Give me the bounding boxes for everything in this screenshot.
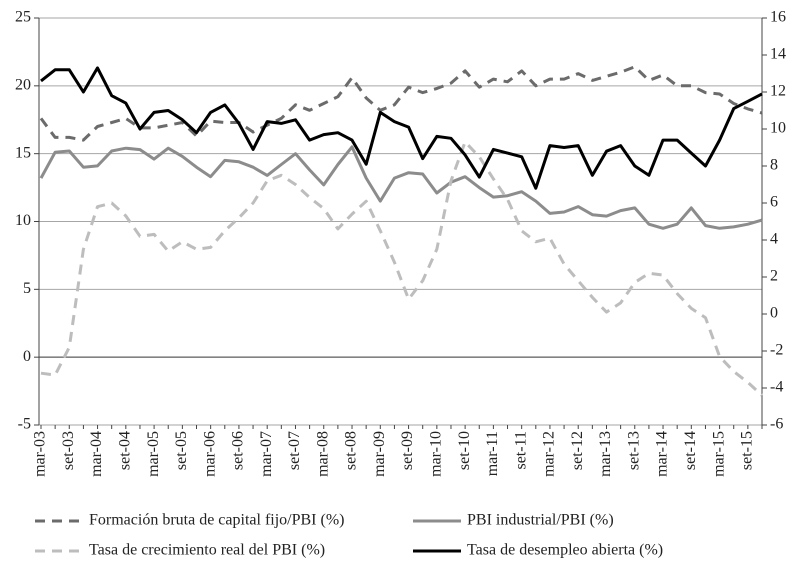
- y2-tick-label: 2: [770, 268, 778, 285]
- series-line: [40, 140, 764, 397]
- x-tick-label: set-14: [682, 431, 699, 470]
- x-tick-label: mar-06: [201, 431, 218, 477]
- x-tick-label: set-08: [343, 431, 360, 470]
- x-tick-label: set-10: [456, 431, 473, 470]
- x-tick-label: set-06: [230, 431, 247, 470]
- x-tick-label: mar-05: [145, 431, 162, 477]
- y2-tick-label: -2: [770, 342, 783, 359]
- legend-label: Tasa de desempleo abierta (%): [467, 542, 663, 559]
- x-tick-label: mar-12: [541, 431, 558, 477]
- legend-label: PBI industrial/PBI (%): [467, 512, 614, 529]
- y-tick-label: 15: [15, 144, 31, 161]
- x-tick-label: set-03: [60, 431, 77, 470]
- x-tick-label: mar-10: [428, 431, 445, 477]
- x-tick-label: set-13: [625, 431, 642, 470]
- x-tick-label: mar-03: [32, 431, 49, 477]
- legend-label: Tasa de crecimiento real del PBI (%): [89, 542, 325, 559]
- y2-tick-label: 16: [770, 9, 786, 26]
- y-tick-label: -5: [18, 416, 31, 433]
- x-tick-label: mar-08: [314, 431, 331, 477]
- y2-tick-label: 4: [770, 231, 778, 248]
- x-tick-label: set-05: [173, 431, 190, 470]
- x-tick-label: mar-14: [654, 431, 671, 477]
- x-tick-label: set-04: [116, 431, 133, 470]
- y-tick-label: 5: [23, 280, 31, 297]
- x-tick-label: set-07: [286, 431, 303, 470]
- x-tick-label: mar-13: [597, 431, 614, 477]
- series-line: [39, 145, 763, 230]
- y2-tick-label: 14: [770, 46, 786, 63]
- x-tick-label: set-12: [569, 431, 586, 470]
- legend-label: Formación bruta de capital fijo/PBI (%): [89, 512, 344, 529]
- series-line: [40, 66, 763, 190]
- y2-tick-label: 10: [770, 120, 786, 137]
- y-tick-label: 10: [15, 212, 31, 229]
- y2-tick-label: -6: [770, 416, 783, 433]
- y-tick-label: 0: [23, 348, 31, 365]
- x-tick-label: mar-09: [371, 431, 388, 477]
- x-tick-label: set-09: [399, 431, 416, 470]
- y2-tick-label: 12: [770, 83, 786, 100]
- x-tick-label: mar-07: [258, 431, 275, 477]
- x-tick-label: mar-15: [710, 431, 727, 477]
- x-tick-label: set-15: [739, 431, 756, 470]
- x-tick-label: mar-04: [88, 431, 105, 477]
- x-tick-label: set-11: [512, 431, 529, 470]
- y2-tick-label: 6: [770, 194, 778, 211]
- y2-tick-label: 8: [770, 157, 778, 174]
- series-line: [39, 65, 763, 142]
- y-tick-label: 20: [15, 77, 31, 94]
- y2-tick-label: 0: [770, 305, 778, 322]
- x-tick-label: mar-11: [484, 431, 501, 476]
- y-tick-label: 25: [15, 9, 31, 26]
- y2-tick-label: -4: [770, 379, 783, 396]
